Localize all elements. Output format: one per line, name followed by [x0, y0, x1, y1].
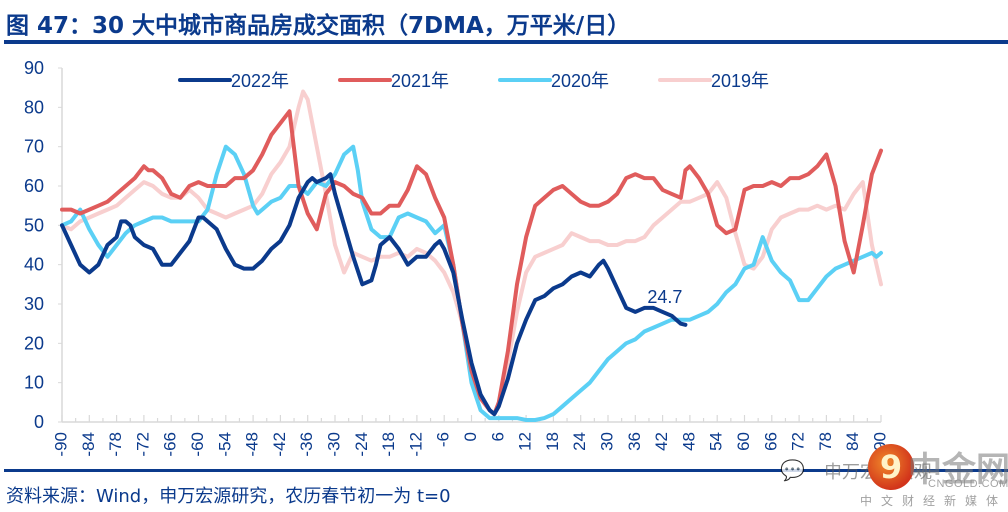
x-tick-label: 84	[843, 432, 862, 451]
x-tick-label: -90	[51, 432, 70, 457]
legend-label-2021: 2021年	[391, 71, 449, 91]
watermark-url: CNGOLD.COM.CN	[928, 478, 1008, 490]
cngold-logo-icon: 9	[868, 444, 914, 490]
x-tick-label: 18	[543, 432, 562, 451]
x-tick-label: -72	[133, 432, 152, 457]
y-tick-label: 20	[24, 333, 44, 353]
y-tick-label: 60	[24, 176, 44, 196]
x-tick-label: 60	[734, 432, 753, 451]
legend-label-2022: 2022年	[231, 71, 289, 91]
x-tick-label: 36	[625, 432, 644, 451]
y-tick-label: 50	[24, 215, 44, 235]
x-tick-label: -12	[406, 432, 425, 457]
x-tick-label: 72	[789, 432, 808, 451]
x-tick-label: -84	[79, 432, 98, 457]
watermark-subtitle: 中文财经新媒体	[860, 494, 1008, 508]
data-label: 24.7	[647, 287, 682, 307]
x-tick-label: -48	[243, 432, 262, 457]
x-tick-label: 30	[597, 432, 616, 451]
legend-label-2020: 2020年	[551, 71, 609, 91]
x-tick-label: -36	[297, 432, 316, 457]
y-tick-label: 10	[24, 373, 44, 393]
footer-divider	[4, 469, 1008, 472]
x-tick-label: 54	[707, 432, 726, 451]
wechat-icon: 💬	[780, 460, 805, 482]
x-tick-label: -24	[352, 432, 371, 457]
x-tick-label: -60	[188, 432, 207, 457]
x-tick-label: -54	[215, 432, 234, 457]
series-line-2022	[60, 172, 688, 417]
source-note: 资料来源：Wind，申万宏源研究，农历春节初一为 t=0	[6, 486, 451, 507]
legend: 2022年 2021年 2020年 2019年	[178, 71, 769, 91]
x-tick-label: -30	[324, 432, 343, 457]
x-tick-label: 24	[570, 432, 589, 451]
x-tick-label: 78	[816, 432, 835, 451]
x-tick-label: 66	[761, 432, 780, 451]
x-tick-label: 42	[652, 432, 671, 451]
x-tick-label: -6	[434, 432, 453, 447]
y-tick-label: 80	[24, 97, 44, 117]
annotations: 24.7	[647, 287, 682, 307]
chart-title: 图 47：30 大中城市商品房成交面积（7DMA，万平米/日）	[6, 13, 631, 39]
y-tick-label: 90	[24, 58, 44, 78]
x-tick-label: 6	[488, 432, 507, 441]
x-tick-label: -18	[379, 432, 398, 457]
x-tick-label: 12	[516, 432, 535, 451]
legend-label-2019: 2019年	[711, 71, 769, 91]
y-tick-label: 70	[24, 137, 44, 157]
x-tick-label: -66	[161, 432, 180, 457]
watermark: 💬 申万宏源宏观 9 中金网 CNGOLD.COM.CN 中文财经新媒体	[780, 440, 1008, 512]
y-tick-label: 30	[24, 294, 44, 314]
watermark-brand: 中金网	[908, 450, 1008, 490]
series-lines	[60, 89, 883, 422]
x-tick-label: 0	[461, 432, 480, 441]
x-tick-label: -78	[106, 432, 125, 457]
y-tick-label: 40	[24, 255, 44, 275]
y-tick-label: 0	[34, 412, 44, 432]
x-tick-label: -42	[270, 432, 289, 457]
title-divider	[4, 40, 1008, 44]
x-tick-label: 48	[679, 432, 698, 451]
